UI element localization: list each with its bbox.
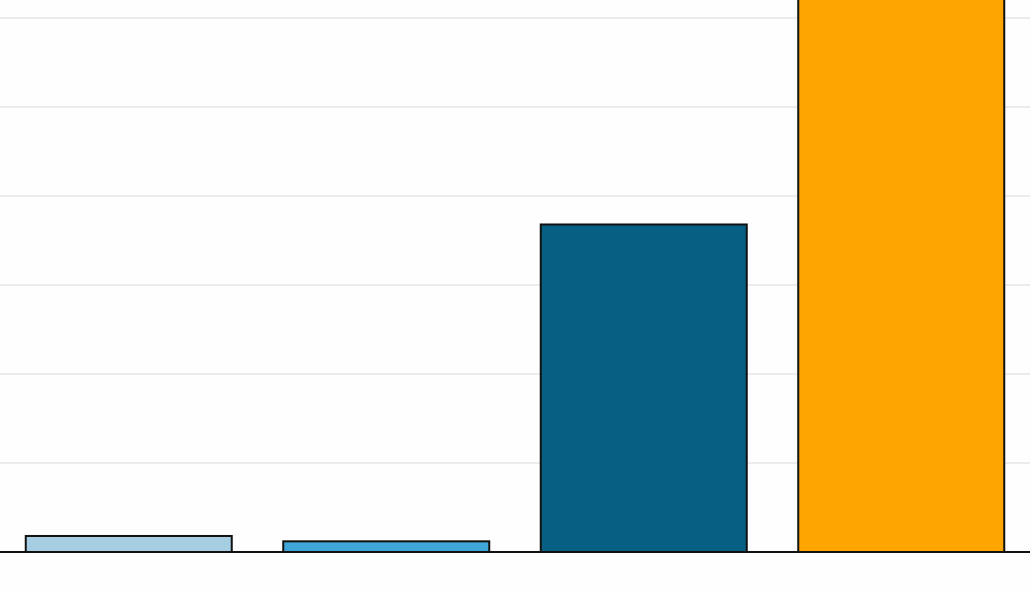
bar-1 — [24, 534, 233, 553]
bar-4 — [797, 0, 1006, 553]
bar-3 — [539, 223, 748, 553]
bars — [24, 0, 1006, 554]
bar-2 — [282, 540, 491, 554]
